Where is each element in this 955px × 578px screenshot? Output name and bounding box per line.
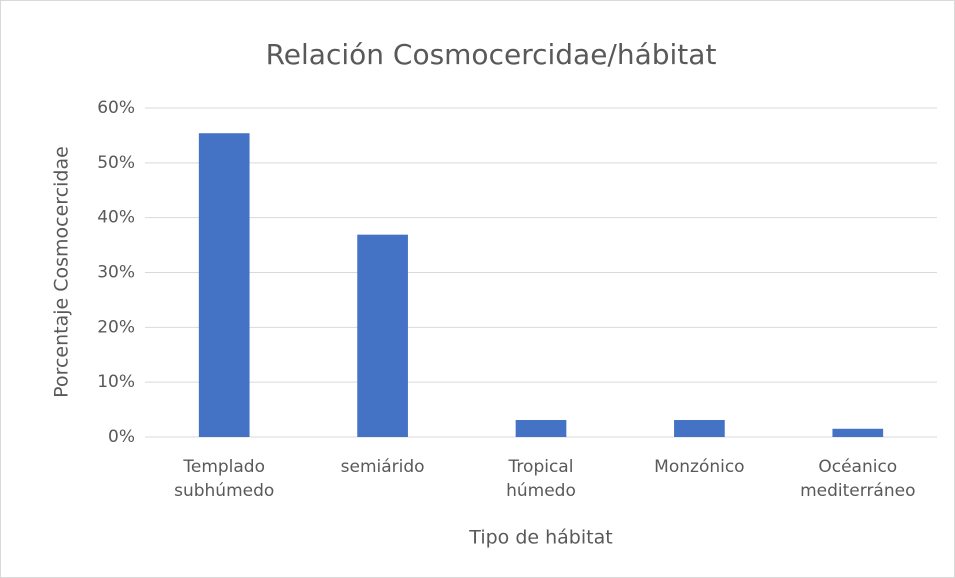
y-tick-label: 60%	[97, 98, 135, 118]
x-tick-label: Océanico mediterráneo	[800, 457, 916, 501]
x-axis-label: Tipo de hábitat	[468, 527, 612, 549]
bar	[357, 234, 408, 437]
y-tick-label: 40%	[97, 208, 135, 228]
x-tick-label: semiárido	[340, 457, 425, 477]
y-tick-label: 50%	[97, 153, 135, 173]
x-tick-label: Tropical húmedo	[506, 457, 576, 501]
x-tick-label: Templado subhúmedo	[174, 457, 275, 501]
x-tick-label: Monzónico	[654, 457, 745, 477]
bar	[515, 420, 567, 437]
bar	[674, 420, 725, 437]
y-tick-label: 20%	[97, 317, 135, 337]
y-tick-label: 30%	[97, 263, 135, 283]
chart-title: Relación Cosmocercidae/hábitat	[266, 38, 717, 71]
bar	[198, 133, 250, 437]
y-axis-label: Porcentaje Cosmocercidae	[51, 146, 73, 398]
y-tick-label: 10%	[97, 372, 135, 392]
y-tick-label: 0%	[108, 427, 135, 447]
bar	[832, 428, 884, 437]
